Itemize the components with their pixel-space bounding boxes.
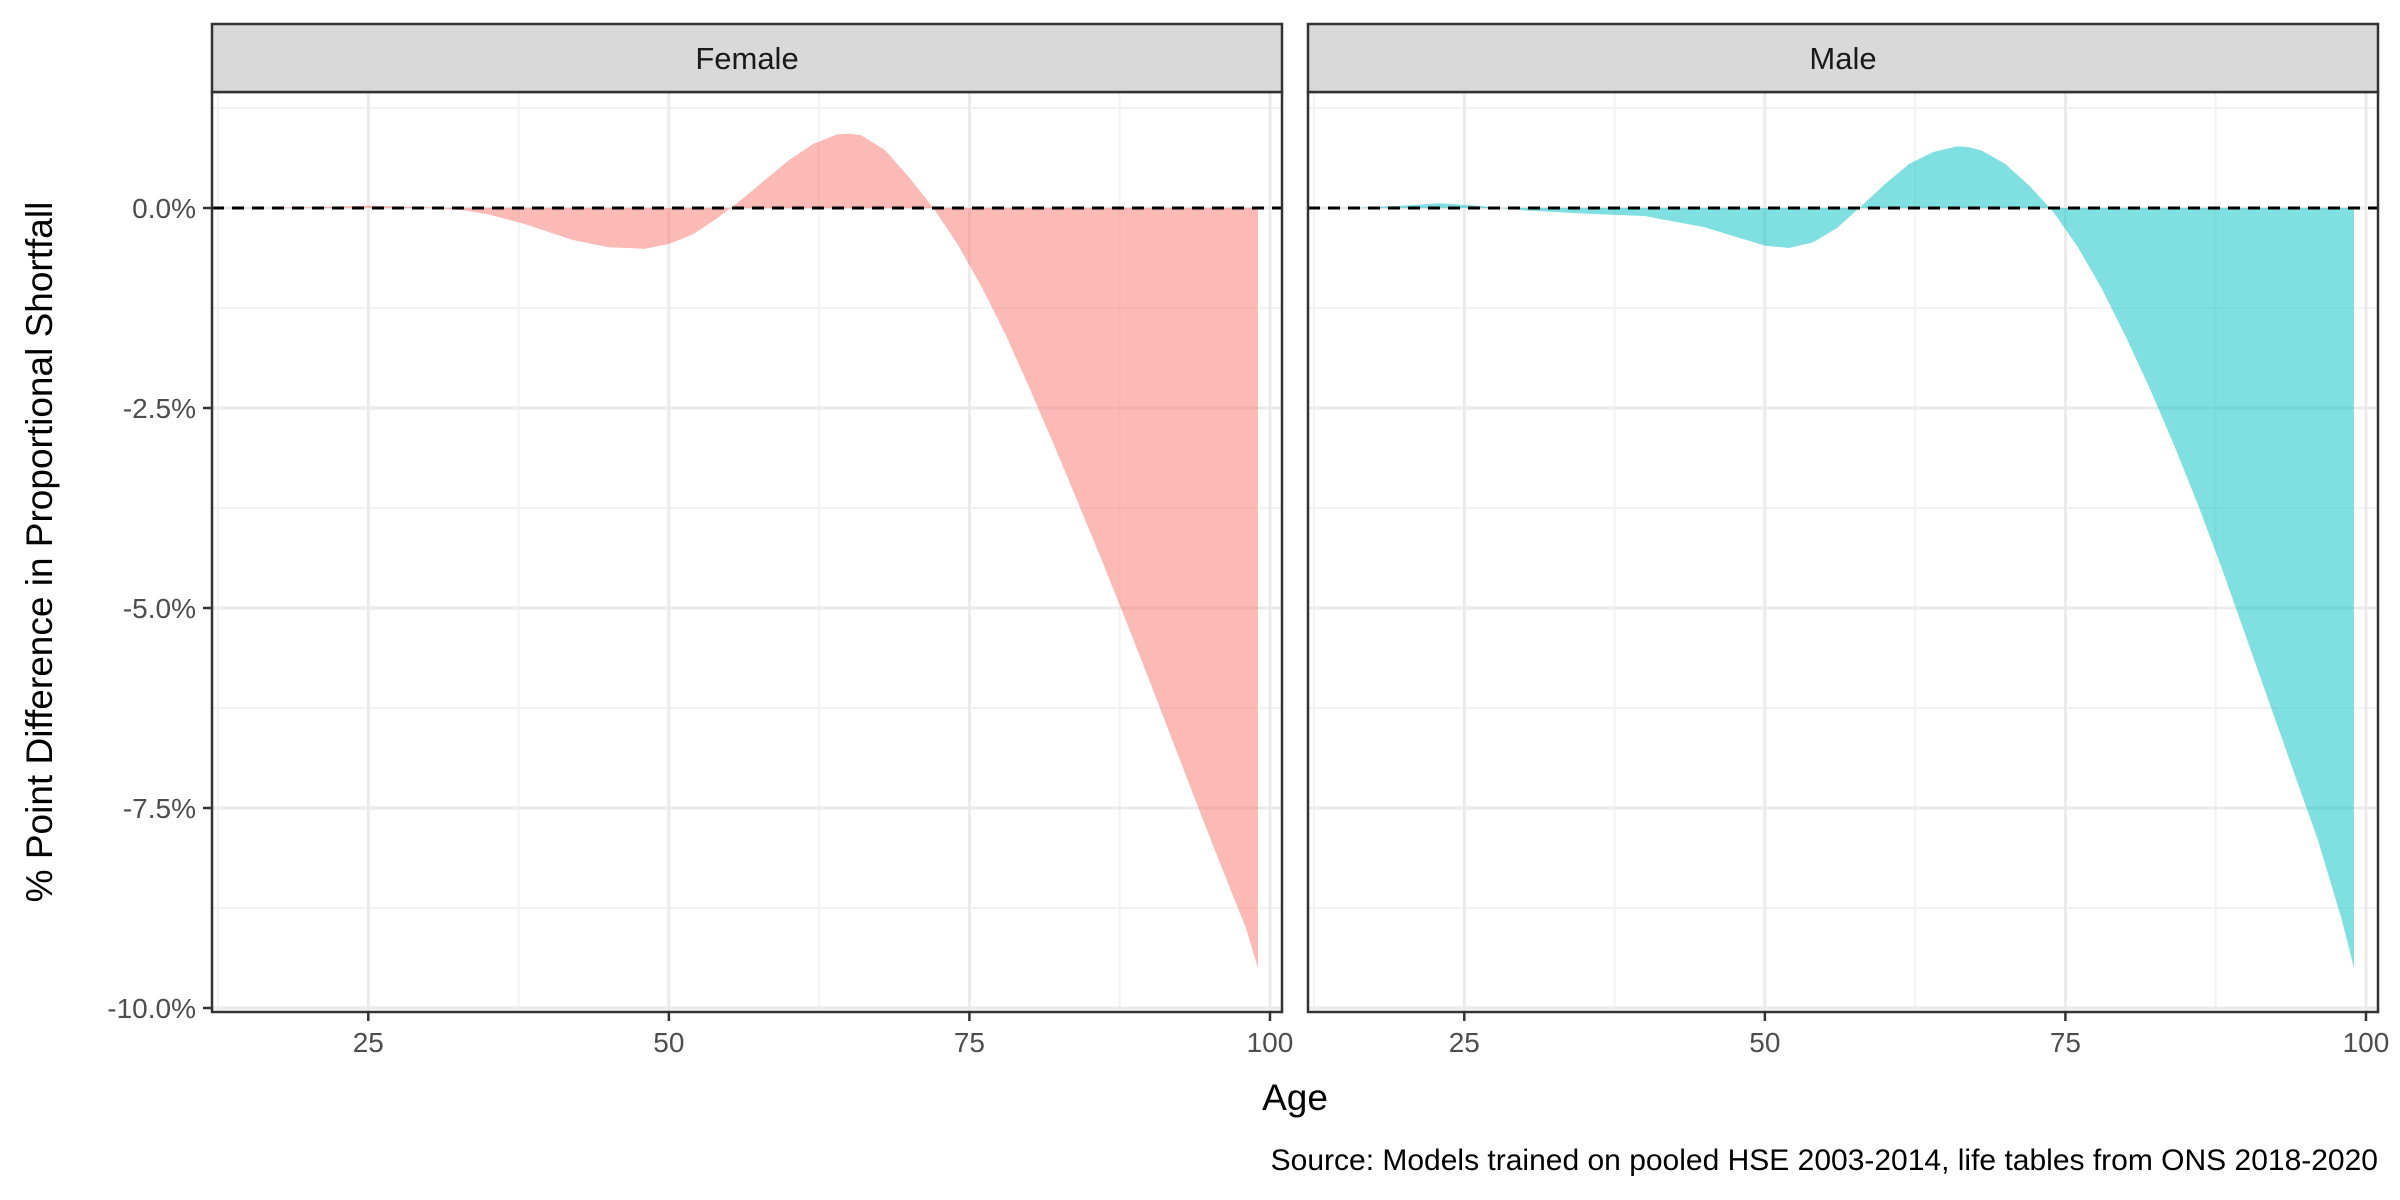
male-strip-label: Male xyxy=(1809,41,1876,76)
male-x-tick-label: 50 xyxy=(1749,1027,1780,1058)
female-strip-label: Female xyxy=(695,41,798,76)
female-area-series xyxy=(260,133,1259,969)
female-x-tick-label: 75 xyxy=(954,1027,985,1058)
y-tick-label: 0.0% xyxy=(132,193,196,224)
female-facet-strip xyxy=(210,22,1284,94)
y-tick-label: -2.5% xyxy=(123,393,196,424)
y-tick-label: -10.0% xyxy=(107,993,196,1024)
y-axis-title: % Point Difference in Proportional Short… xyxy=(19,202,60,903)
female-x-tick-label: 100 xyxy=(1247,1027,1294,1058)
female-x-tick-label: 25 xyxy=(353,1027,384,1058)
x-axis-title: Age xyxy=(1262,1077,1328,1118)
source-caption: Source: Models trained on pooled HSE 200… xyxy=(1271,1144,2378,1177)
male-x-tick-label: 25 xyxy=(1449,1027,1480,1058)
y-tick-label: -7.5% xyxy=(123,793,196,824)
male-area-series xyxy=(1356,146,2354,968)
male-x-tick-label: 75 xyxy=(2050,1027,2081,1058)
male-facet-strip xyxy=(1306,22,2380,94)
y-tick-label: -5.0% xyxy=(123,593,196,624)
female-x-tick-label: 50 xyxy=(653,1027,684,1058)
male-x-tick-label: 100 xyxy=(2343,1027,2390,1058)
